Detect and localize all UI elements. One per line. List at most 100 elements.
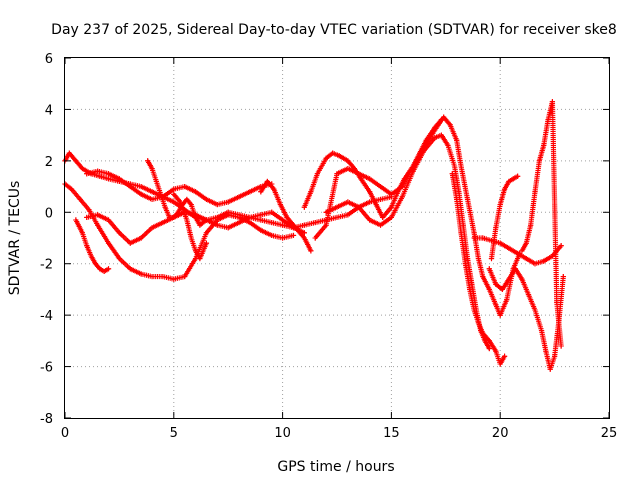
data-point [171, 199, 177, 205]
data-point [149, 165, 155, 172]
data-point [399, 183, 405, 190]
data-point [79, 165, 86, 172]
data-point [493, 225, 499, 231]
axis-ticks: 0 5 10 15 20 25 -8 -6 -4 -2 0 2 4 6 [40, 52, 617, 441]
data-point [171, 186, 177, 192]
data-point [549, 99, 556, 105]
data-point [458, 163, 464, 169]
data-point [493, 348, 499, 354]
data-point [388, 214, 394, 221]
data-point [258, 227, 264, 233]
data-point [312, 235, 318, 241]
data-point [334, 204, 340, 210]
data-point [290, 222, 297, 228]
data-point [101, 268, 107, 275]
data-point [138, 183, 144, 190]
data-point [269, 232, 275, 239]
data-point [97, 266, 103, 272]
data-point [488, 255, 495, 262]
data-point [301, 204, 307, 210]
data-point [188, 235, 194, 241]
data-point [345, 165, 351, 172]
y-tick-label: -8 [40, 412, 53, 427]
data-point [284, 214, 290, 221]
data-point [323, 222, 329, 228]
chart-title: Day 237 of 2025, Sidereal Day-to-day VTE… [51, 22, 617, 38]
data-point [532, 307, 538, 313]
data-point [558, 243, 564, 249]
data-point [247, 189, 253, 195]
data-point [203, 217, 210, 223]
y-tick-label: -2 [40, 258, 53, 273]
data-point [308, 248, 314, 254]
data-point [525, 291, 532, 298]
data-point [545, 117, 551, 123]
data-point [203, 230, 210, 236]
y-axis-label: SDTVAR / TECUs [7, 181, 23, 296]
data-point [438, 132, 445, 138]
data-point [554, 299, 560, 305]
data-point [377, 222, 384, 228]
data-point [203, 240, 210, 246]
data-point [182, 273, 188, 280]
data-point [95, 212, 101, 218]
data-point [84, 243, 90, 249]
data-point [528, 222, 534, 228]
data-point [105, 217, 112, 223]
data-point [499, 286, 505, 293]
data-point [519, 276, 525, 282]
data-point [138, 271, 144, 277]
data-point [515, 173, 521, 179]
data-point [497, 201, 503, 208]
data-point [162, 204, 168, 210]
data-point [127, 240, 133, 246]
data-point [523, 240, 529, 246]
data-point [480, 273, 486, 280]
data-point [95, 222, 101, 228]
data-point [449, 171, 455, 177]
data-point [488, 237, 495, 244]
data-point [214, 201, 220, 208]
data-point [258, 217, 264, 223]
data-point [105, 266, 112, 272]
data-point [388, 204, 394, 210]
data-point [105, 171, 112, 177]
data-point [225, 209, 231, 215]
data-point [158, 191, 164, 197]
data-point [188, 201, 194, 208]
data-point [512, 266, 519, 272]
data-point [171, 191, 177, 197]
data-point [541, 258, 547, 264]
data-point [547, 366, 553, 372]
data-point [464, 255, 471, 262]
data-point [367, 217, 373, 223]
data-point [280, 235, 286, 241]
data-point [92, 261, 99, 267]
data-point [410, 168, 416, 174]
data-point [506, 178, 512, 185]
data-point [197, 222, 203, 228]
data-point [236, 194, 242, 200]
x-tick-label: 15 [383, 426, 400, 441]
data-point [486, 345, 492, 352]
data-point [149, 225, 155, 231]
data-point [149, 273, 155, 280]
data-point [138, 191, 144, 197]
y-tick-label: -6 [40, 361, 53, 376]
data-point [345, 199, 351, 205]
data-point [441, 114, 447, 120]
x-tick-label: 5 [170, 426, 178, 441]
data-point [323, 155, 329, 161]
data-point [97, 173, 103, 179]
data-point [506, 276, 512, 282]
data-point [192, 248, 199, 254]
data-point [497, 312, 503, 318]
data-point [543, 348, 549, 354]
data-point [73, 158, 79, 164]
data-point [175, 209, 181, 215]
data-point [334, 171, 340, 177]
data-point [532, 261, 538, 267]
data-point [79, 230, 86, 236]
data-point [486, 286, 492, 293]
